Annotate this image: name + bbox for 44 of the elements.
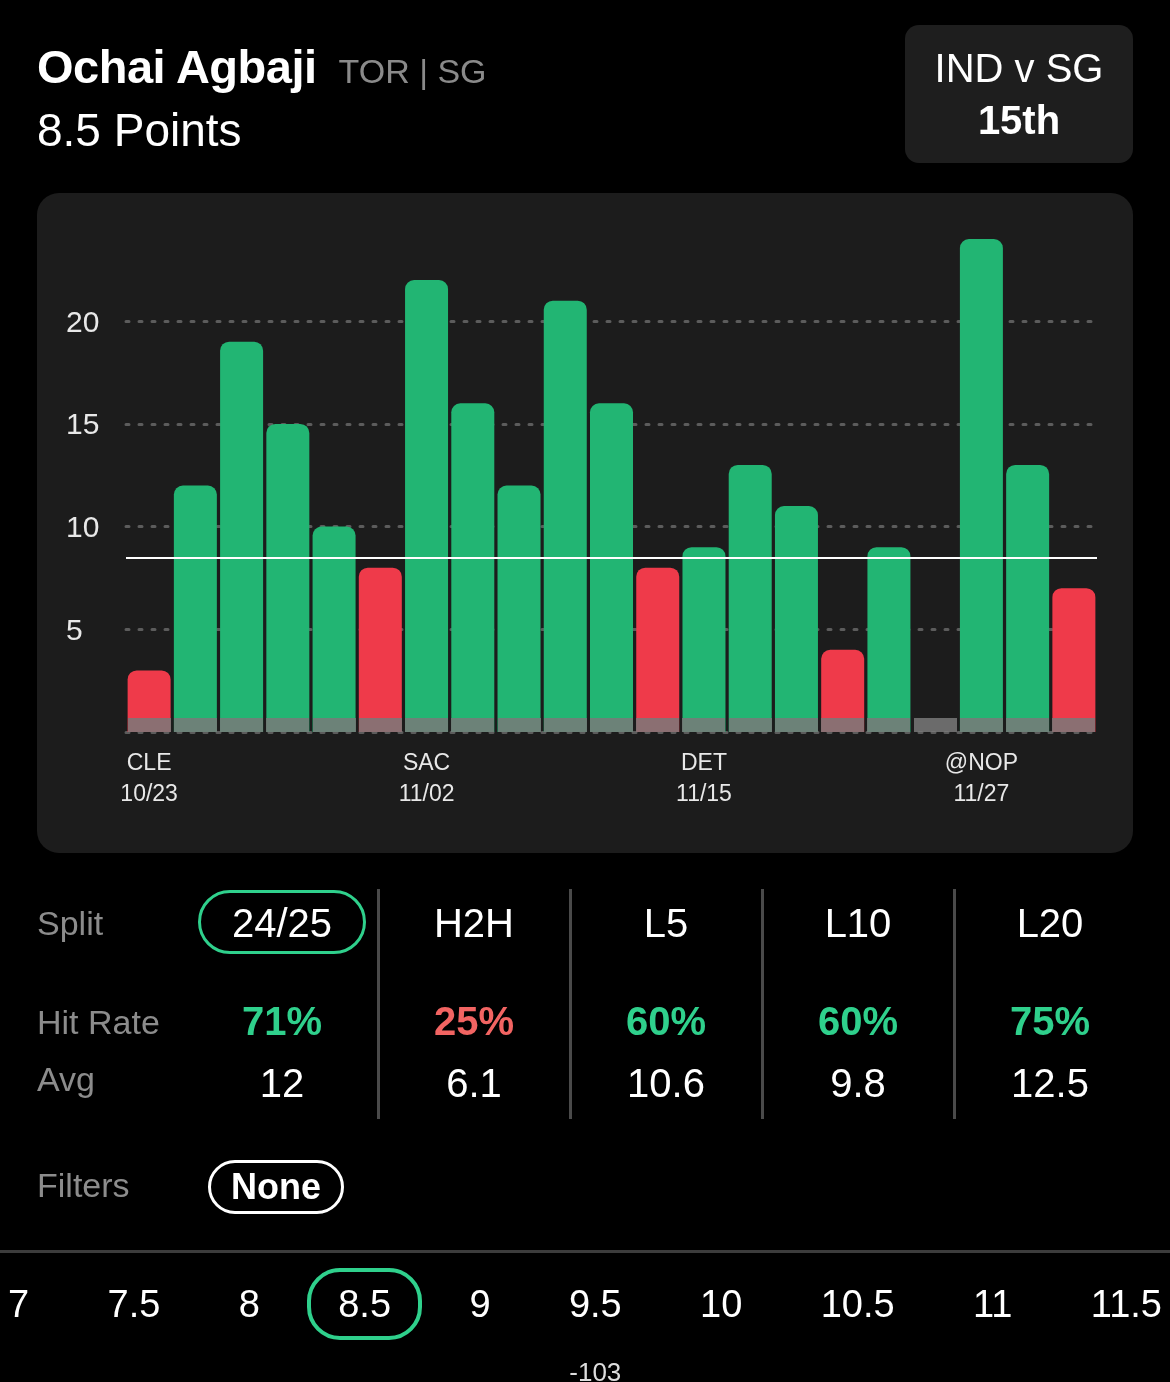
text: 10: [700, 1282, 743, 1326]
text: TOR | SG: [338, 51, 487, 91]
data-label: 12: [259, 1060, 305, 1106]
text: 9.5: [568, 1282, 622, 1326]
category-label: H2H: [433, 900, 515, 946]
text: None: [231, 1166, 321, 1208]
text: Avg: [37, 1060, 95, 1100]
text: 8: [238, 1282, 260, 1326]
data-label: 71%: [241, 998, 323, 1044]
text: 9: [469, 1282, 491, 1326]
text: Filters: [37, 1166, 130, 1206]
text: 7.5: [107, 1282, 161, 1326]
text: Split: [37, 904, 104, 944]
text: 8.5: [338, 1282, 392, 1326]
text: -103: [569, 1357, 622, 1382]
y-tick-label: 10: [66, 510, 100, 544]
text: 10.5: [820, 1282, 895, 1326]
data-label: 9.8: [830, 1060, 886, 1106]
category-label: L5: [643, 900, 689, 946]
x-tick-label: SAC 11/02: [398, 748, 455, 806]
data-label: 12.5: [1011, 1060, 1089, 1106]
data-label: 60%: [817, 998, 899, 1044]
text: 7: [8, 1282, 30, 1326]
data-label: 10.6: [627, 1060, 705, 1106]
data-label: 75%: [1009, 998, 1091, 1044]
x-tick-label: CLE 10/23: [120, 748, 178, 806]
text: Hit Rate: [37, 1003, 160, 1043]
x-tick-label: DET 11/15: [676, 748, 732, 806]
category-label: L10: [824, 900, 892, 946]
y-tick-label: 5: [66, 612, 83, 646]
text: 15th: [977, 97, 1061, 143]
data-label: 6.1: [446, 1060, 502, 1106]
data-label: 60%: [625, 998, 707, 1044]
x-tick-label: @NOP 11/27: [944, 748, 1019, 806]
text: 11: [973, 1282, 1013, 1326]
category-label: 24/25: [231, 900, 333, 946]
data-label: 25%: [433, 998, 515, 1044]
y-tick-label: 20: [66, 304, 100, 338]
chart-subtitle: 8.5 Points: [37, 103, 242, 157]
category-label: L20: [1016, 900, 1084, 946]
chart-title: Ochai Agbaji: [37, 38, 317, 94]
text: 11.5: [1090, 1282, 1162, 1326]
y-tick-label: 15: [66, 407, 100, 441]
text: IND v SG: [934, 45, 1104, 91]
